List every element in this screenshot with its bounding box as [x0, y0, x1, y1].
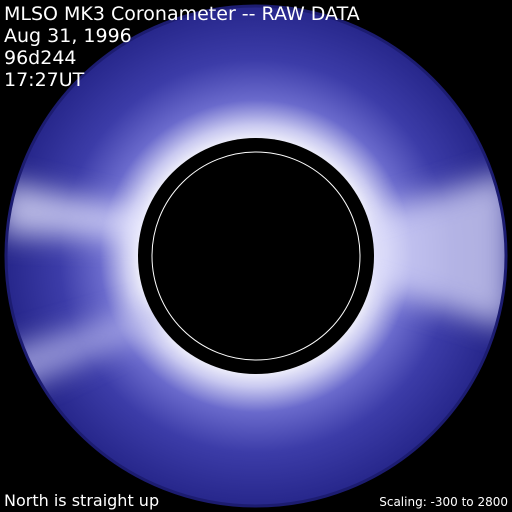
corona-edge [4, 4, 508, 508]
orientation-note: North is straight up [4, 491, 159, 510]
solar-limb [151, 151, 361, 361]
streamer-west [256, 170, 506, 330]
time: 17:27UT [4, 69, 85, 91]
date: Aug 31, 1996 [4, 25, 132, 47]
title: MLSO MK3 Coronameter -- RAW DATA [4, 3, 360, 25]
occulting-disk [138, 138, 374, 374]
day-code: 96d244 [4, 47, 77, 69]
scaling-note: Scaling: -300 to 2800 [379, 495, 508, 509]
